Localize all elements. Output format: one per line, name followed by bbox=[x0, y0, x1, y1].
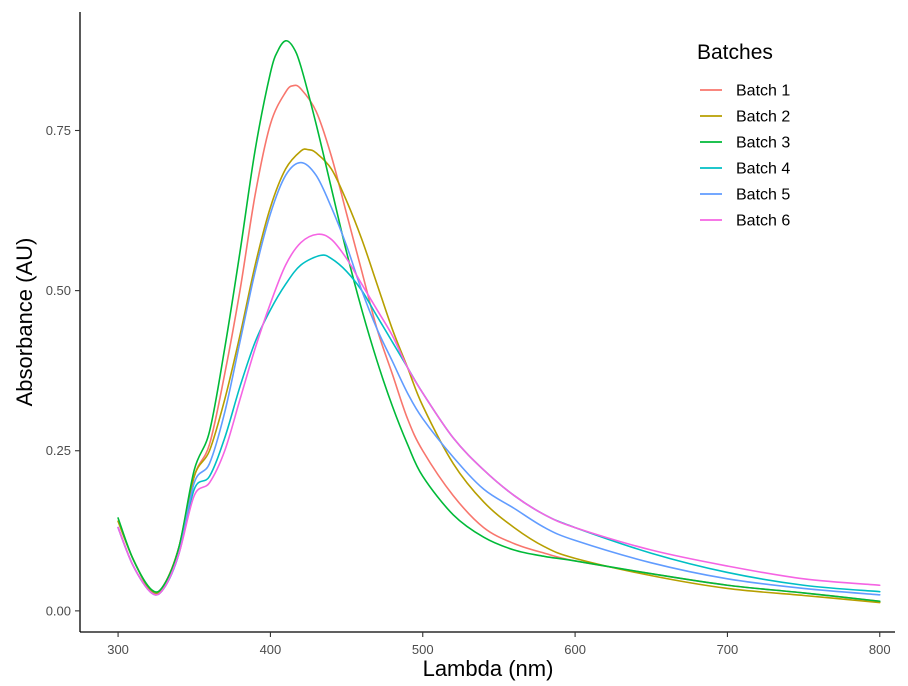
y-tick-label: 0.25 bbox=[46, 443, 71, 458]
x-tick-label: 400 bbox=[260, 642, 282, 657]
y-tick-label: 0.00 bbox=[46, 603, 71, 618]
legend-label-batch-5: Batch 5 bbox=[736, 187, 790, 204]
series-line-batch-2 bbox=[117, 148, 881, 604]
series-line-batch-3 bbox=[117, 39, 881, 603]
legend-label-batch-4: Batch 4 bbox=[736, 161, 790, 178]
x-axis-title: Lambda (nm) bbox=[423, 656, 554, 681]
x-tick-label: 600 bbox=[564, 642, 586, 657]
legend-label-batch-6: Batch 6 bbox=[736, 213, 790, 230]
legend-label-batch-3: Batch 3 bbox=[736, 135, 790, 152]
x-tick-label: 300 bbox=[107, 642, 129, 657]
y-tick-label: 0.75 bbox=[46, 123, 71, 138]
legend-items: Batch 1 Batch 2 Batch 3 Batch 4 Batch 5 Batch… bbox=[700, 83, 790, 230]
x-tick-label: 800 bbox=[869, 642, 891, 657]
y-axis-ticks: 0.00 0.25 0.50 0.75 bbox=[46, 123, 80, 618]
series-line-batch-5 bbox=[117, 161, 881, 596]
y-axis-title: Absorbance (AU) bbox=[12, 238, 37, 407]
series-line-batch-6 bbox=[117, 233, 881, 596]
x-tick-label: 500 bbox=[412, 642, 434, 657]
series-layer bbox=[117, 39, 881, 604]
x-tick-label: 700 bbox=[717, 642, 739, 657]
legend-label-batch-2: Batch 2 bbox=[736, 109, 790, 126]
y-tick-label: 0.50 bbox=[46, 283, 71, 298]
x-axis-ticks: 300 400 500 600 700 800 bbox=[107, 632, 891, 657]
legend-label-batch-1: Batch 1 bbox=[736, 83, 790, 100]
legend-title: Batches bbox=[697, 41, 773, 64]
